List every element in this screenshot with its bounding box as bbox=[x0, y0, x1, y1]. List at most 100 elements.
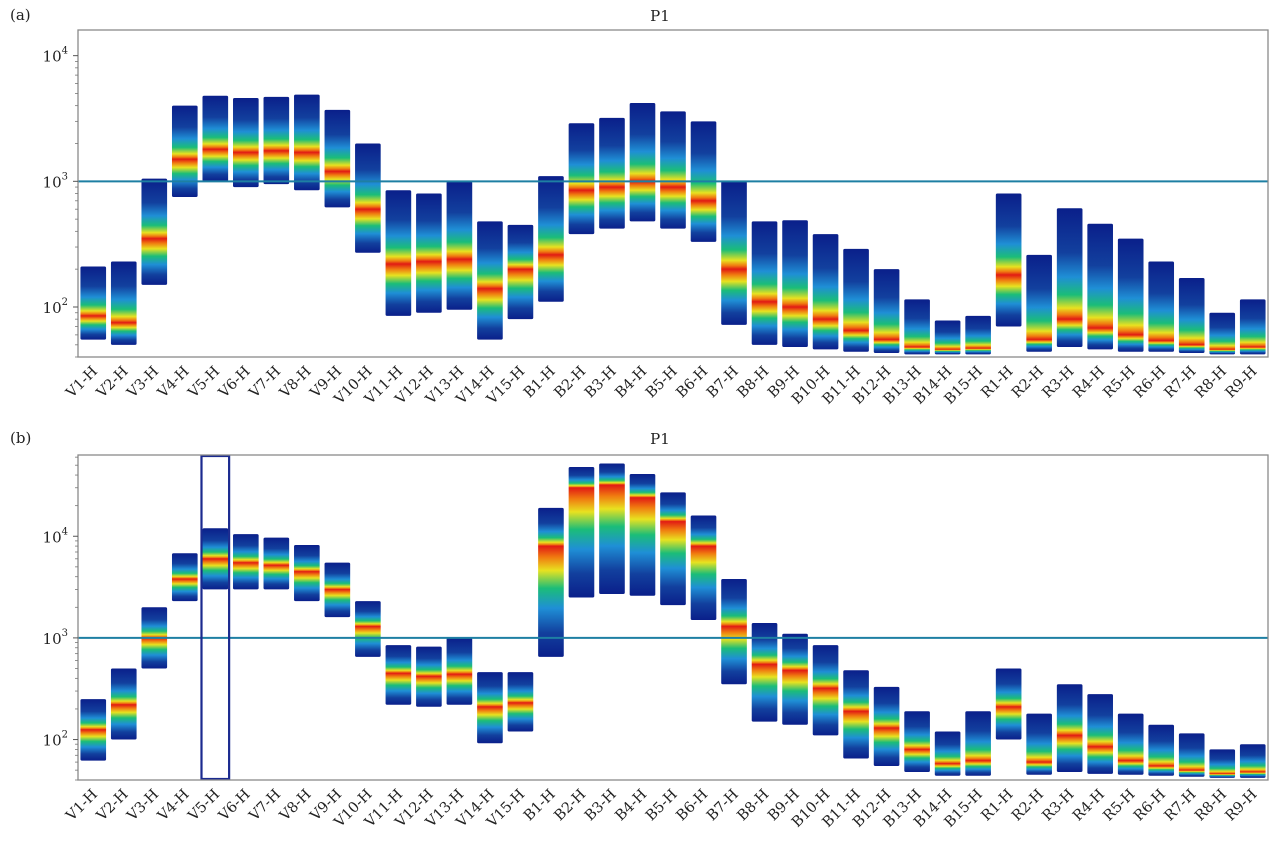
x-tick-label: R9-H bbox=[1223, 787, 1261, 825]
x-tick-label: R3-H bbox=[1040, 364, 1078, 402]
x-tick-label: V1-H bbox=[63, 787, 101, 825]
x-tick-label: B3-H bbox=[582, 364, 620, 402]
bar-v7-h bbox=[263, 537, 290, 590]
bar-b2-h bbox=[568, 467, 595, 598]
bar-r6-h bbox=[1148, 724, 1175, 776]
y-tick-label: 104 bbox=[43, 46, 68, 66]
x-tick-label: V4-H bbox=[154, 787, 192, 825]
x-tick-label: B2-H bbox=[552, 364, 590, 402]
bar-v15-h bbox=[507, 672, 534, 732]
bar-v11-h bbox=[385, 190, 412, 316]
x-tick-label: V6-H bbox=[215, 787, 253, 825]
bar-v2-h bbox=[110, 261, 137, 345]
bar-v8-h bbox=[294, 545, 320, 602]
x-tick-label: B6-H bbox=[674, 364, 712, 402]
x-tick-label: V2-H bbox=[93, 364, 131, 402]
y-tick-label: 102 bbox=[43, 730, 68, 750]
x-axis-b: V1-HV2-HV3-HV4-HV5-HV6-HV7-HV8-HV9-HV10-… bbox=[63, 787, 1261, 832]
bar-b7-h bbox=[721, 181, 747, 325]
x-tick-label: B5-H bbox=[643, 787, 681, 825]
bar-b7-h bbox=[721, 578, 747, 685]
bar-b4-h bbox=[629, 103, 656, 222]
y-tick-exponent: 3 bbox=[62, 171, 68, 182]
x-tick-label: B6-H bbox=[674, 787, 712, 825]
x-tick-label: R8-H bbox=[1192, 364, 1230, 402]
y-tick-exponent: 2 bbox=[62, 730, 68, 741]
bar-r1-h bbox=[995, 668, 1022, 740]
bar-v7-h bbox=[263, 96, 290, 185]
bar-b8-h bbox=[751, 221, 778, 345]
y-tick-base: 10 bbox=[43, 732, 62, 750]
x-tick-label: B5-H bbox=[643, 364, 681, 402]
bar-b5-h bbox=[660, 492, 686, 606]
bar-r3-h bbox=[1056, 208, 1083, 348]
bars-a bbox=[80, 94, 1266, 355]
bar-r9-h bbox=[1239, 744, 1266, 778]
x-tick-label: R7-H bbox=[1162, 364, 1200, 402]
bar-r6-h bbox=[1148, 261, 1175, 352]
x-tick-label: B2-H bbox=[552, 787, 590, 825]
bar-b12-h bbox=[873, 269, 900, 354]
bar-v11-h bbox=[385, 645, 412, 705]
bar-b1-h bbox=[538, 507, 564, 657]
x-tick-label: R6-H bbox=[1131, 787, 1169, 825]
y-tick-label: 102 bbox=[43, 297, 68, 317]
bar-v4-h bbox=[171, 553, 198, 602]
bar-b1-h bbox=[538, 176, 564, 302]
x-tick-label: R7-H bbox=[1162, 787, 1200, 825]
bar-v8-h bbox=[294, 94, 320, 191]
bar-v3-h bbox=[141, 178, 168, 285]
bar-b11-h bbox=[843, 670, 869, 759]
x-tick-label: R2-H bbox=[1009, 364, 1047, 402]
x-tick-label: V4-H bbox=[154, 364, 192, 402]
x-tick-label: B1-H bbox=[521, 364, 559, 402]
bar-b5-h bbox=[660, 111, 686, 229]
y-tick-label: 103 bbox=[43, 171, 68, 191]
x-tick-label: R8-H bbox=[1192, 787, 1230, 825]
chart-title-a: P1 bbox=[650, 7, 670, 25]
bar-r2-h bbox=[1026, 713, 1052, 775]
highlight-box-v5 bbox=[200, 454, 231, 781]
x-axis-a: V1-HV2-HV3-HV4-HV5-HV6-HV7-HV8-HV9-HV10-… bbox=[63, 364, 1261, 409]
x-tick-label: V3-H bbox=[124, 787, 162, 825]
bar-v14-h bbox=[477, 672, 503, 744]
x-tick-label: V8-H bbox=[276, 787, 314, 825]
bar-b10-h bbox=[812, 234, 839, 350]
bar-b15-h bbox=[965, 711, 991, 776]
bar-b11-h bbox=[843, 248, 869, 352]
bar-r2-h bbox=[1026, 254, 1052, 352]
x-tick-label: B8-H bbox=[735, 364, 773, 402]
bar-b4-h bbox=[629, 473, 656, 596]
bar-v10-h bbox=[355, 143, 381, 253]
bar-v5-h bbox=[202, 528, 229, 590]
y-tick-base: 10 bbox=[43, 299, 62, 317]
bar-b9-h bbox=[782, 633, 808, 725]
bar-v10-h bbox=[355, 601, 381, 657]
bar-v13-h bbox=[446, 637, 473, 705]
x-tick-label: B3-H bbox=[582, 787, 620, 825]
x-tick-label: B1-H bbox=[521, 787, 559, 825]
bar-b10-h bbox=[812, 645, 839, 736]
bar-b3-h bbox=[599, 117, 625, 229]
y-tick-base: 10 bbox=[43, 173, 62, 191]
bar-r8-h bbox=[1209, 749, 1236, 778]
x-tick-label: R4-H bbox=[1070, 787, 1108, 825]
x-tick-label: R1-H bbox=[979, 787, 1017, 825]
x-tick-label: V6-H bbox=[215, 364, 253, 402]
bar-b15-h bbox=[965, 315, 991, 355]
x-tick-label: V5-H bbox=[185, 364, 223, 402]
bar-r8-h bbox=[1209, 312, 1236, 355]
bar-r7-h bbox=[1178, 278, 1205, 354]
bar-b12-h bbox=[873, 686, 900, 766]
bar-v6-h bbox=[233, 98, 259, 188]
x-tick-label: R2-H bbox=[1009, 787, 1047, 825]
bar-v13-h bbox=[446, 181, 473, 310]
bar-r9-h bbox=[1239, 299, 1266, 355]
bar-r5-h bbox=[1117, 238, 1144, 352]
bar-v12-h bbox=[416, 646, 442, 707]
x-tick-label: R3-H bbox=[1040, 787, 1078, 825]
y-tick-label: 103 bbox=[43, 628, 68, 648]
